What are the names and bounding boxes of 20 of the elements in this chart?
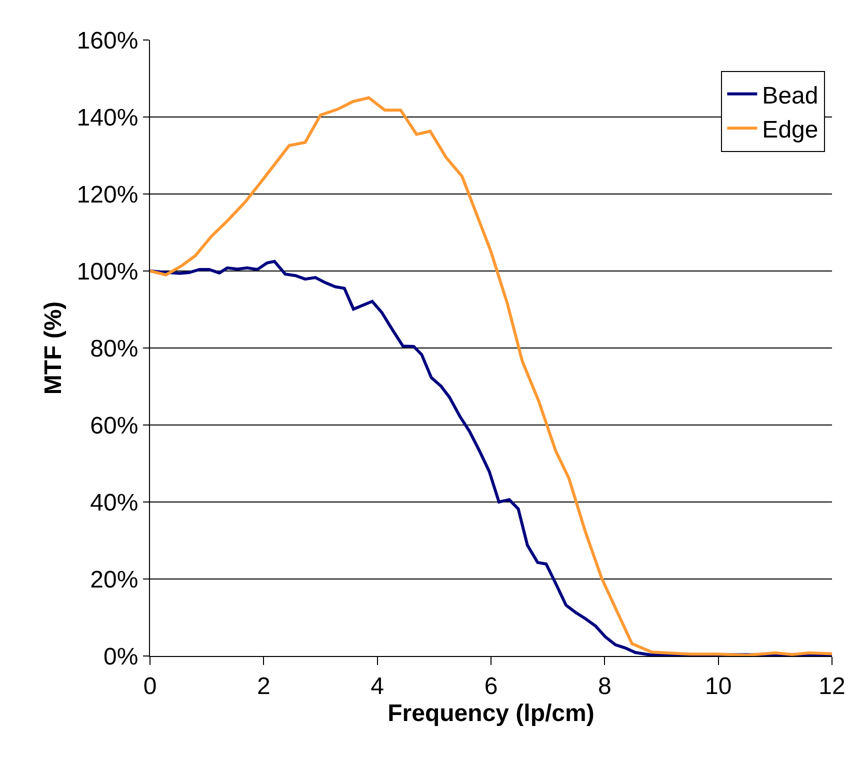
x-tick-label: 12	[818, 672, 846, 700]
y-tick-label: 40%	[90, 489, 138, 516]
y-tick-label: 100%	[76, 258, 138, 286]
x-tick-label: 0	[143, 672, 157, 700]
legend-label: Edge	[762, 116, 818, 144]
x-tick-label: 6	[484, 672, 498, 700]
y-tick-label: 60%	[90, 412, 138, 440]
x-tick-label: 8	[598, 672, 612, 700]
y-tick-label: 160%	[76, 27, 138, 54]
y-tick-label: 80%	[90, 335, 138, 362]
x-tick-label: 10	[704, 672, 732, 700]
legend-label: Bead	[762, 82, 818, 110]
y-tick-label: 120%	[76, 181, 138, 208]
x-axis-title: Frequency (lp/cm)	[388, 700, 594, 727]
y-tick-label: 20%	[90, 566, 138, 594]
x-tick-label: 4	[370, 672, 384, 700]
y-axis-title: MTF (%)	[40, 301, 67, 395]
y-tick-label: 0%	[104, 643, 138, 670]
x-tick-label: 2	[256, 672, 270, 700]
y-tick-label: 140%	[76, 104, 138, 132]
